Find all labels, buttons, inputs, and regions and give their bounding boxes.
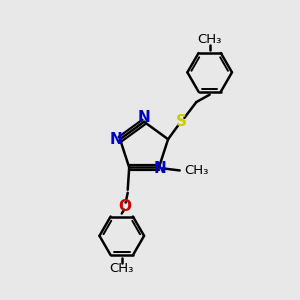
Text: S: S <box>176 114 187 129</box>
Text: N: N <box>110 132 123 147</box>
Text: CH₃: CH₃ <box>110 262 134 275</box>
Text: N: N <box>154 161 167 176</box>
Text: N: N <box>138 110 150 125</box>
Text: O: O <box>118 199 131 214</box>
Text: CH₃: CH₃ <box>184 164 208 177</box>
Text: CH₃: CH₃ <box>197 33 222 46</box>
